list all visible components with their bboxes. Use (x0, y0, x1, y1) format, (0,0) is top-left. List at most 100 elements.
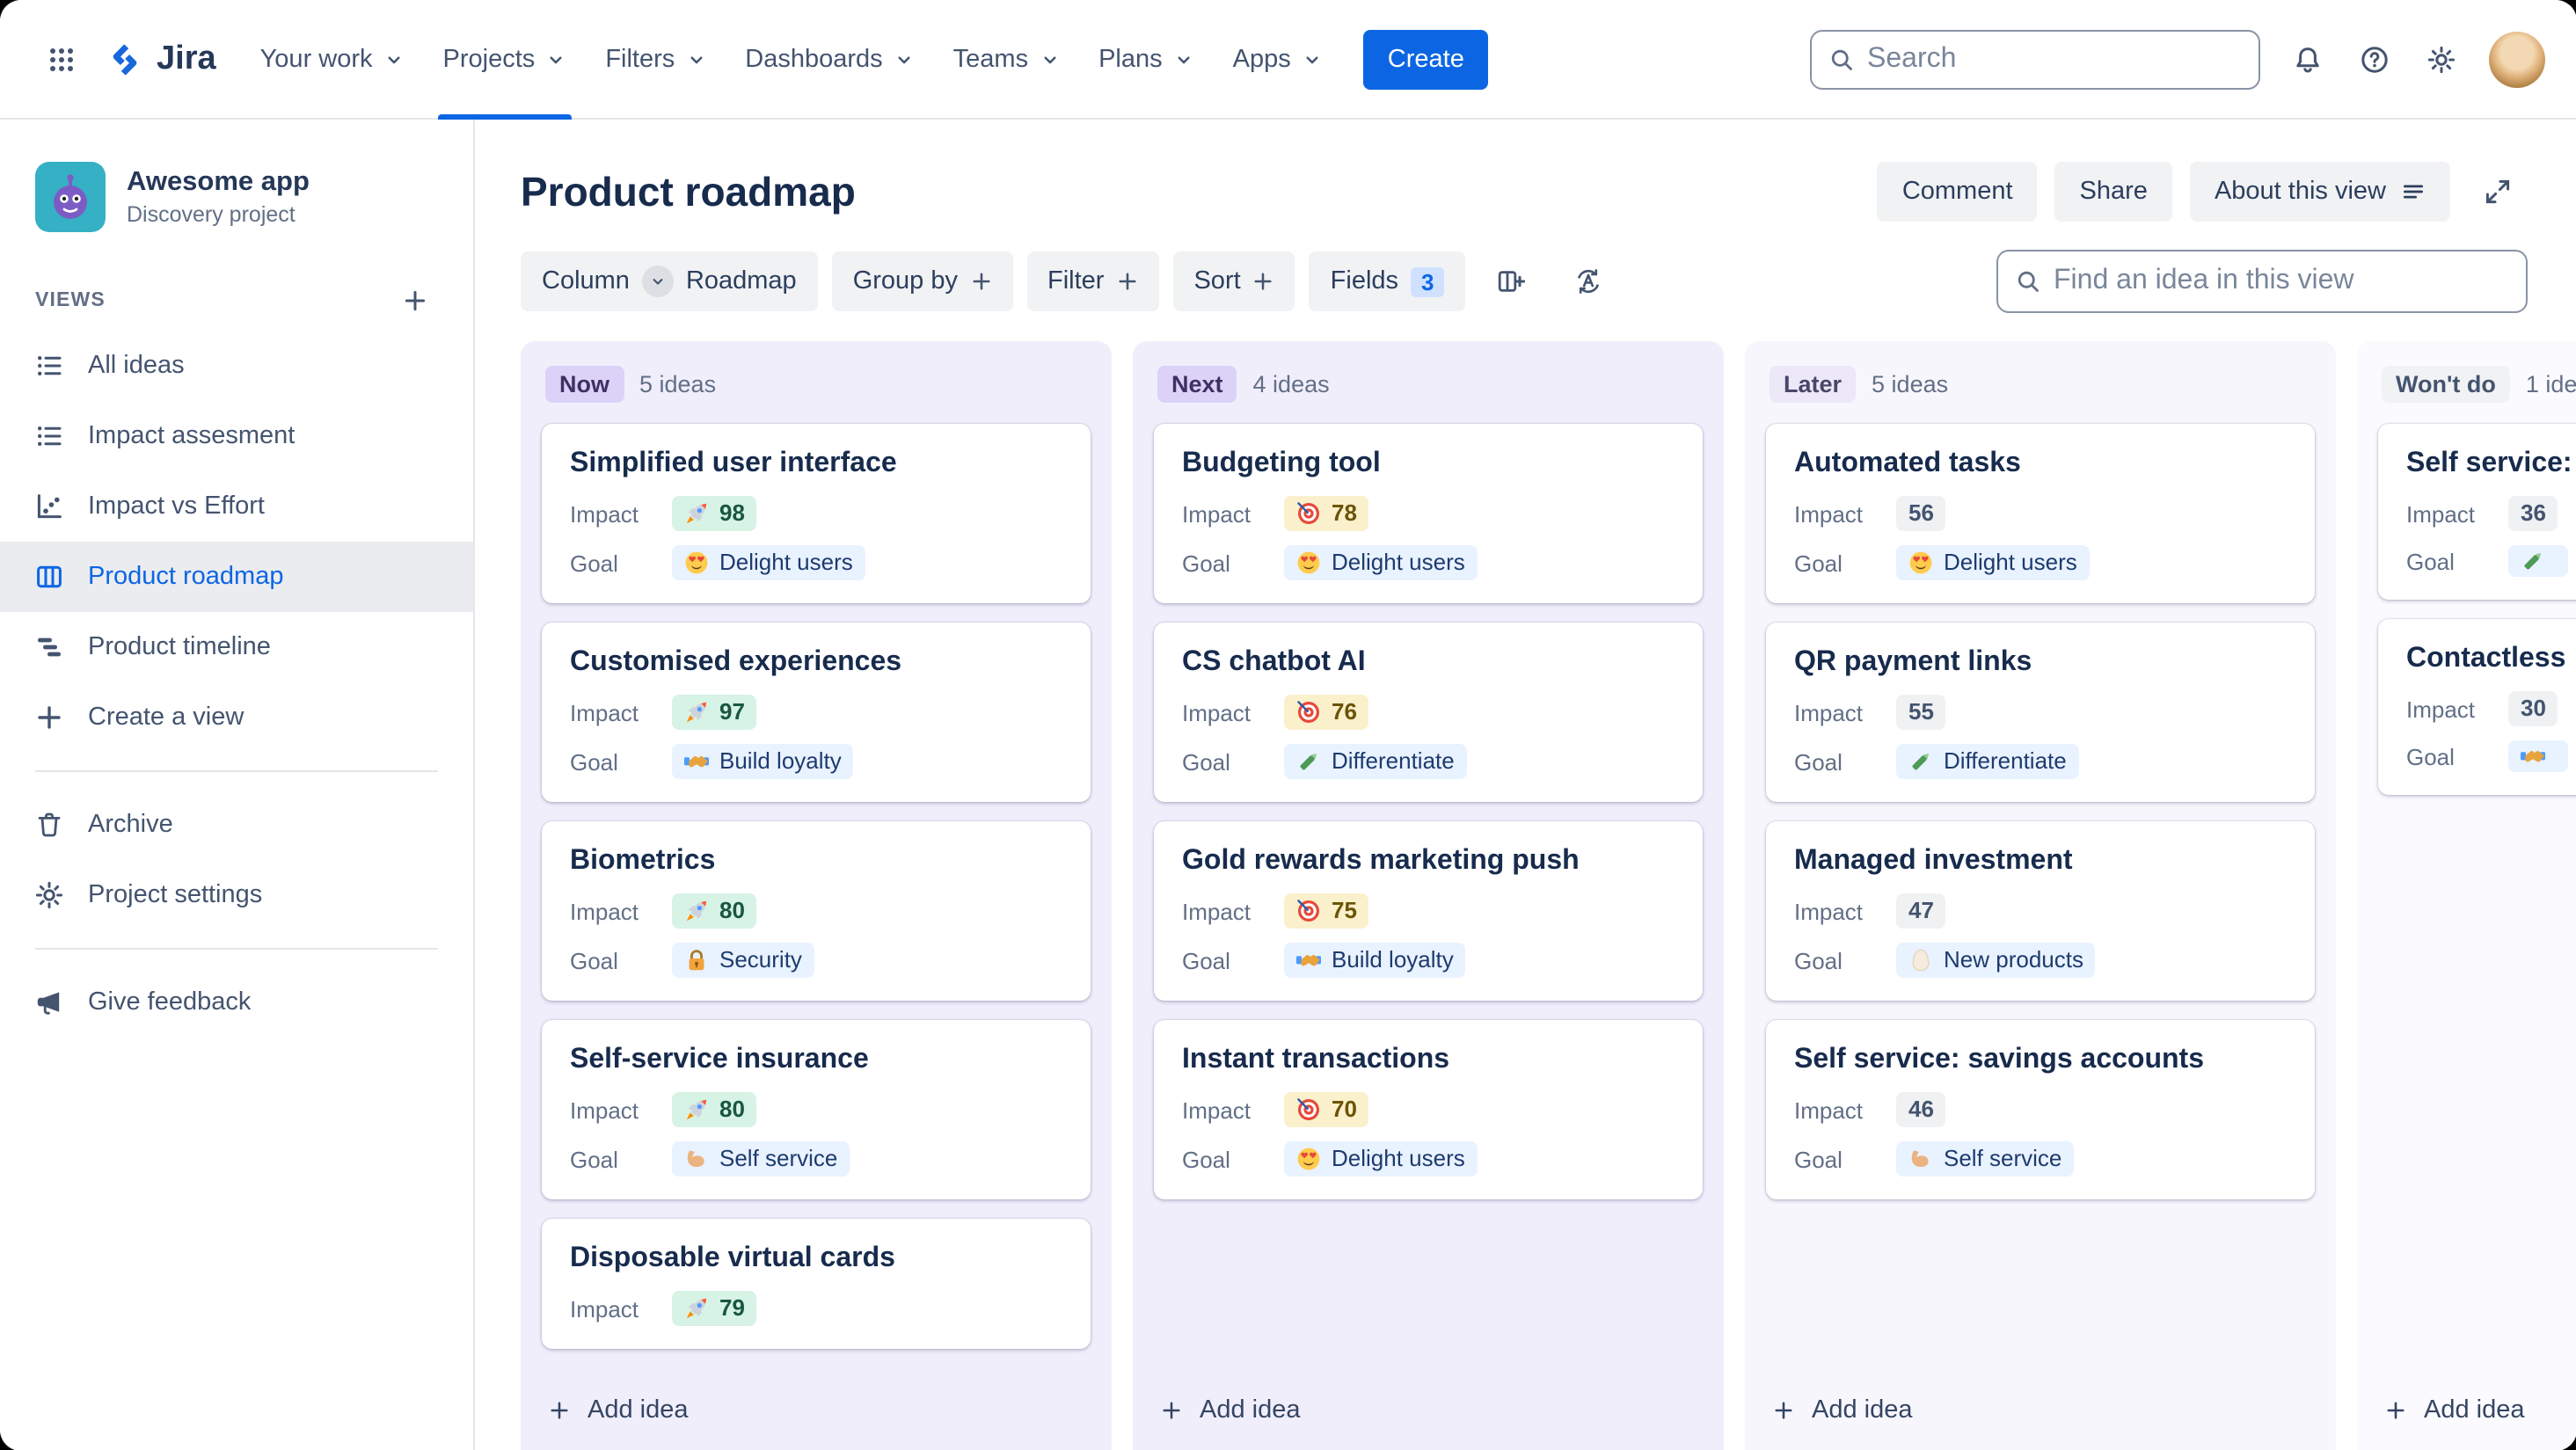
idea-card[interactable]: Automated tasks Impact 56 Goal Delight use… (1766, 424, 2315, 603)
sidebar-item-all-ideas[interactable]: All ideas (0, 331, 473, 401)
roadmap-board[interactable]: Now 5 ideas Simplified user interface Im… (475, 338, 2576, 1450)
goal-label: Goal (570, 1146, 618, 1172)
column-layout-select[interactable]: Column Roadmap (521, 251, 818, 311)
heart-eyes-icon (1908, 550, 1933, 575)
idea-card[interactable]: Self-service insurance Impact 80 Goal Self… (542, 1020, 1091, 1199)
card-title: Biometrics (570, 846, 716, 876)
fields-button[interactable]: Fields 3 (1309, 251, 1466, 311)
impact-label: Impact (570, 1295, 639, 1322)
idea-card[interactable]: Customised experiences Impact 97 Goal Buil… (542, 623, 1091, 802)
auto-sort-button[interactable] (1558, 251, 1621, 311)
sidebar-item-product-roadmap[interactable]: Product roadmap (0, 542, 473, 612)
comment-button[interactable]: Comment (1877, 162, 2038, 222)
board-column-later: Later 5 ideas Automated tasks Impact 56 G… (1745, 341, 2336, 1450)
sidebar-item-create-a-view[interactable]: Create a view (0, 682, 473, 753)
column-count: 4 ideas (1252, 371, 1330, 397)
idea-card[interactable]: CS chatbot AI Impact 76 Goal Differentiate (1154, 623, 1703, 802)
sidebar-item-archive[interactable]: Archive (0, 790, 473, 860)
trash-icon (35, 811, 63, 839)
jira-logo[interactable]: Jira (91, 40, 241, 78)
sidebar-item-impact-assesment[interactable]: Impact assesment (0, 401, 473, 471)
green-crayon-icon (2521, 549, 2545, 573)
idea-card[interactable]: Simplified user interface Impact 98 Goal D… (542, 424, 1091, 603)
goal-label: Goal (1182, 947, 1230, 973)
chevron-down-icon (1173, 48, 1194, 69)
user-avatar[interactable] (2488, 31, 2544, 87)
nav-item-your-work[interactable]: Your work (241, 0, 424, 119)
idea-card[interactable]: Gold rewards marketing push Impact 75 Goa… (1154, 821, 1703, 1001)
add-idea-button[interactable]: Add idea (521, 1369, 1112, 1450)
insert-column-button[interactable] (1480, 251, 1543, 311)
nav-item-plans[interactable]: Plans (1079, 0, 1214, 119)
chevron-down-icon (1302, 48, 1323, 69)
plus-icon (549, 1399, 570, 1420)
heart-eyes-icon (684, 550, 709, 575)
sidebar-item-label: Impact assesment (88, 422, 296, 450)
target-icon (1296, 899, 1321, 923)
column-count: 5 ideas (639, 371, 717, 397)
find-idea-input[interactable] (2054, 266, 2507, 297)
nav-search (1809, 29, 2259, 89)
card-title: Self service: savings accounts (1794, 1045, 2204, 1075)
add-idea-button[interactable]: Add idea (1133, 1369, 1724, 1450)
notifications-button[interactable] (2277, 29, 2337, 89)
lock-icon (684, 948, 709, 973)
sort-button[interactable]: Sort (1172, 251, 1295, 311)
project-header[interactable]: Awesome app Discovery project (0, 151, 473, 257)
add-idea-button[interactable]: Add idea (1745, 1369, 2336, 1450)
filter-button[interactable]: Filter (1026, 251, 1159, 311)
sidebar-divider (35, 948, 438, 950)
target-icon (1296, 700, 1321, 725)
help-button[interactable] (2344, 29, 2404, 89)
impact-badge: 70 (1284, 1092, 1369, 1127)
board-toolbar: Column Roadmap Group by Filter Sort Fiel… (475, 236, 2576, 338)
settings-button[interactable] (2411, 29, 2470, 89)
add-view-button[interactable] (392, 278, 438, 324)
idea-card[interactable]: Budgeting tool Impact 78 Goal Delight user… (1154, 424, 1703, 603)
gear-icon (2426, 45, 2455, 73)
sidebar-item-product-timeline[interactable]: Product timeline (0, 612, 473, 682)
card-title: CS chatbot AI (1182, 647, 1366, 677)
goal-badge: Build loyalty (1284, 943, 1466, 978)
handshake-icon (684, 749, 709, 774)
nav-item-projects[interactable]: Projects (424, 0, 587, 119)
nav-item-apps[interactable]: Apps (1214, 0, 1342, 119)
goal-badge: Delight users (1896, 545, 2090, 580)
sidebar-item-label: Impact vs Effort (88, 492, 265, 521)
idea-card[interactable]: Biometrics Impact 80 Goal Security (542, 821, 1091, 1001)
idea-card[interactable]: QR payment links Impact 55 Goal Differenti… (1766, 623, 2315, 802)
idea-card[interactable]: Self service: savings accounts Impact 46 … (1766, 1020, 2315, 1199)
idea-card[interactable]: Instant transactions Impact 70 Goal Deligh… (1154, 1020, 1703, 1199)
group-by-button[interactable]: Group by (831, 251, 1012, 311)
idea-card[interactable]: Self service: Impact 36 Goal (2378, 424, 2576, 600)
sidebar-item-impact-vs-effort[interactable]: Impact vs Effort (0, 471, 473, 542)
chevron-down-icon (641, 266, 674, 297)
sidebar-item-project-settings[interactable]: Project settings (0, 860, 473, 930)
board-column-now: Now 5 ideas Simplified user interface Im… (521, 341, 1112, 1450)
share-button[interactable]: Share (2054, 162, 2172, 222)
idea-card[interactable]: Contactless Impact 30 Goal (2378, 619, 2576, 795)
card-title: Gold rewards marketing push (1182, 846, 1580, 876)
column-cards: Self service: Impact 36 Goal Contactless … (2357, 420, 2576, 1369)
project-name: Awesome app (127, 167, 310, 197)
about-this-view-button[interactable]: About this view (2189, 162, 2449, 222)
sidebar-item-give-feedback[interactable]: Give feedback (0, 967, 473, 1038)
add-idea-button[interactable]: Add idea (2357, 1369, 2576, 1450)
nav-search-input[interactable] (1867, 43, 2240, 75)
impact-badge: 47 (1896, 893, 1946, 929)
chevron-down-icon (894, 48, 915, 69)
plus-icon (403, 288, 427, 313)
card-title: Disposable virtual cards (570, 1243, 895, 1273)
idea-card[interactable]: Managed investment Impact 47 Goal New prod… (1766, 821, 2315, 1001)
app-switcher-button[interactable] (32, 29, 91, 89)
column-count: 1 idea (2525, 371, 2576, 397)
idea-card[interactable]: Disposable virtual cards Impact 79 (542, 1219, 1091, 1349)
chevron-down-icon (383, 48, 405, 69)
create-button[interactable]: Create (1362, 29, 1489, 89)
jira-logo-icon (106, 40, 144, 78)
nav-item-filters[interactable]: Filters (586, 0, 726, 119)
fullscreen-button[interactable] (2467, 162, 2527, 222)
nav-item-teams[interactable]: Teams (934, 0, 1079, 119)
nav-item-dashboards[interactable]: Dashboards (726, 0, 933, 119)
sidebar-item-label: Product timeline (88, 633, 271, 661)
